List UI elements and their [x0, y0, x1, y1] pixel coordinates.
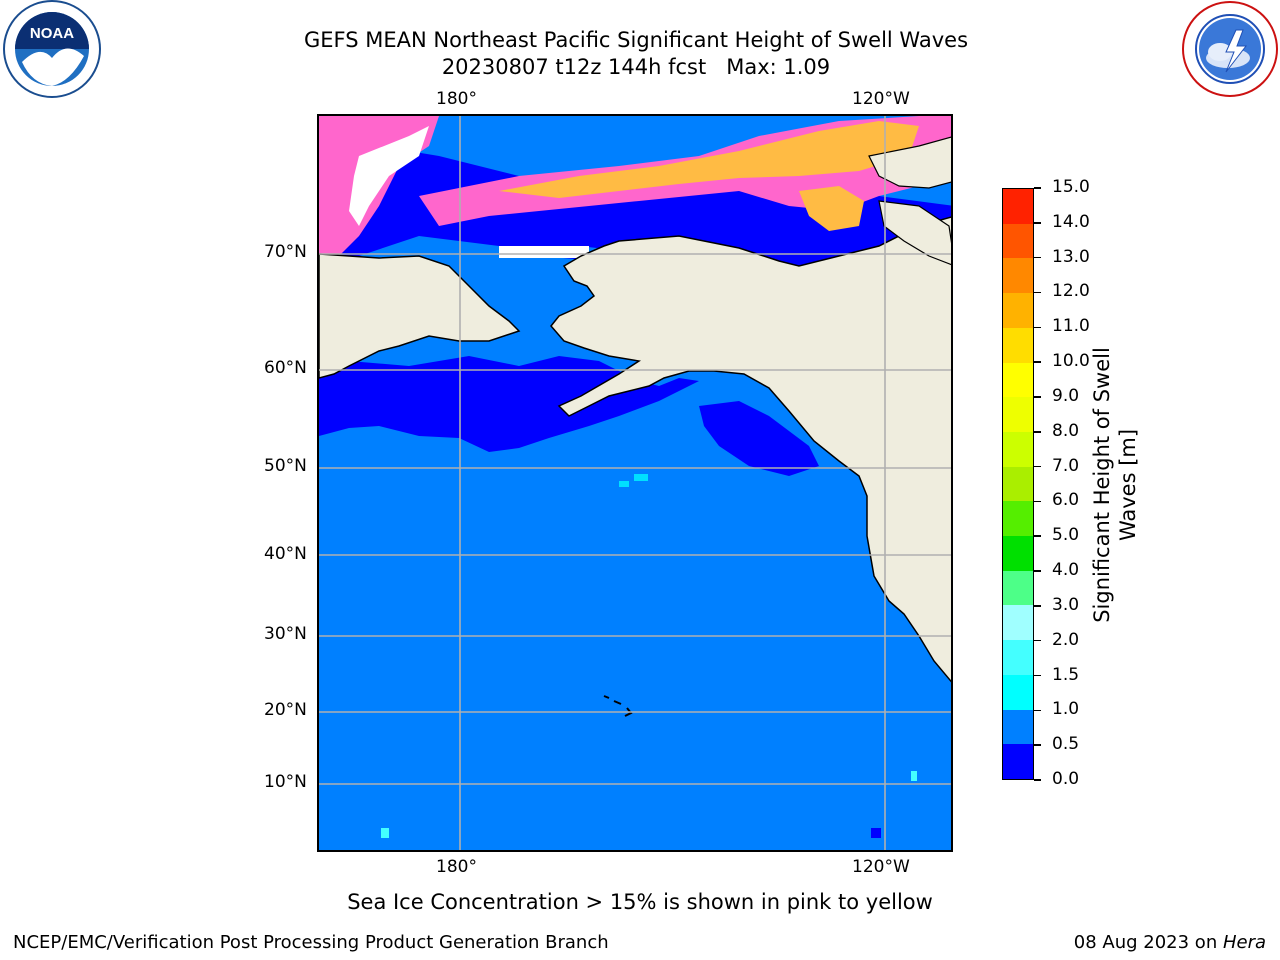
colorbar-tick-label: 9.0 [1052, 385, 1080, 406]
lat-label-50n: 50°N [264, 456, 307, 476]
colorbar-tick-label: 0.5 [1052, 734, 1080, 755]
footer-right: 08 Aug 2023 on Hera [1074, 932, 1266, 953]
land-arctic-islands [868, 136, 951, 189]
lon-label-bottom-180: 180° [436, 857, 477, 877]
arctic-calm-zone-upper [319, 256, 951, 286]
colorbar-tick-label: 0.0 [1052, 769, 1080, 789]
colorbar-tick-mark [1034, 256, 1041, 259]
colorbar-tick-label: 1.0 [1052, 699, 1080, 720]
colorbar-tick-label: 1.5 [1052, 664, 1080, 685]
colorbar-tick-label: 8.0 [1052, 420, 1080, 441]
land-north-america [550, 216, 951, 683]
lat-label-30n: 30°N [264, 624, 307, 644]
colorbar-tick-label: 5.0 [1052, 525, 1080, 546]
footer-date: 08 Aug 2023 on [1073, 932, 1223, 953]
colorbar-segment [1003, 744, 1033, 779]
colorbar-tick-mark [1034, 187, 1041, 189]
lon-label-bottom-120w: 120°W [852, 857, 910, 877]
colorbar-tick-label: 4.0 [1052, 560, 1080, 581]
colorbar-segment [1003, 570, 1033, 606]
colorbar-tick-label: 13.0 [1052, 246, 1090, 267]
lat-label-20n: 20°N [264, 700, 307, 720]
hawaii-islands [603, 695, 633, 717]
no-data-west [349, 126, 429, 226]
colorbar-tick-label: 15.0 [1052, 177, 1090, 197]
land-banks-island [878, 200, 951, 266]
colorbar-segment [1003, 223, 1033, 259]
colorbar-segment [1003, 501, 1033, 537]
colorbar-segment [1003, 674, 1033, 710]
colorbar-segment [1003, 397, 1033, 432]
colorbar-title: Significant Height of Swell Waves [m] [1089, 347, 1141, 623]
lon-label-top-180: 180° [436, 89, 477, 109]
land-chukotka [319, 253, 521, 379]
colorbar-tick-label: 12.0 [1052, 281, 1090, 302]
colorbar-tick-mark [1034, 570, 1041, 572]
colorbar-tick-label: 11.0 [1052, 316, 1090, 337]
colorbar-tick-mark [1034, 291, 1041, 294]
colorbar-title-line1: Significant Height of Swell [1090, 347, 1114, 623]
colorbar-title-line2: Waves [m] [1116, 428, 1140, 542]
colorbar-segment [1003, 293, 1033, 328]
lat-label-70n: 70°N [264, 242, 307, 262]
sea-ice-caption: Sea Ice Concentration > 15% is shown in … [347, 890, 933, 914]
colorbar-tick-mark [1034, 222, 1041, 224]
colorbar-tick-mark [1034, 431, 1041, 433]
lat-label-60n: 60°N [264, 358, 307, 378]
sea-ice-central-orange [499, 121, 919, 198]
colorbar-segment [1003, 466, 1033, 502]
sea-ice-beaufort-orange [799, 186, 864, 231]
footer-host: Hera [1222, 932, 1266, 953]
colorbar-segment [1003, 709, 1033, 745]
colorbar-segment [1003, 189, 1033, 224]
map-panel [317, 114, 953, 852]
colorbar-tick-label: 10.0 [1052, 351, 1090, 372]
colorbar-tick-mark [1034, 535, 1041, 537]
bering-sea-calm-zone [319, 356, 699, 452]
colorbar-segment [1003, 536, 1033, 571]
gulf-of-alaska-calm-zone [699, 401, 819, 476]
colorbar-tick-label: 2.0 [1052, 629, 1080, 650]
nws-logo [1180, 0, 1280, 100]
noaa-logo-text: NOAA [30, 25, 74, 42]
map-canvas [319, 116, 951, 850]
colorbar-tick-mark [1034, 326, 1041, 329]
colorbar-segment [1003, 640, 1033, 675]
colorbar-tick-mark [1034, 744, 1041, 746]
colorbar-tick-mark [1034, 465, 1041, 468]
colorbar-tick-mark [1034, 396, 1041, 398]
colorbar-tick-mark [1034, 500, 1041, 503]
noaa-logo: NOAA [0, 0, 104, 100]
lat-label-10n: 10°N [264, 772, 307, 792]
colorbar-tick-mark [1034, 779, 1041, 781]
colorbar-tick-label: 14.0 [1052, 211, 1090, 232]
colorbar-tick-label: 3.0 [1052, 594, 1080, 615]
colorbar-tick-mark [1034, 709, 1041, 712]
plot-title-line1: GEFS MEAN Northeast Pacific Significant … [303, 28, 969, 52]
colorbar-segment [1003, 362, 1033, 398]
colorbar-tick-mark [1034, 361, 1041, 363]
colorbar-segment [1003, 431, 1033, 467]
colorbar [1002, 188, 1034, 780]
footer-left: NCEP/EMC/Verification Post Processing Pr… [13, 932, 609, 953]
lat-label-40n: 40°N [264, 544, 307, 564]
graticule [319, 116, 951, 850]
lon-label-top-120w: 120°W [852, 89, 910, 109]
colorbar-segment [1003, 327, 1033, 363]
colorbar-segment [1003, 605, 1033, 641]
colorbar-tick-label: 6.0 [1052, 490, 1080, 511]
no-data-strip [499, 246, 589, 258]
plot-title-line2: 20230807 t12z 144h fcst Max: 1.09 [441, 55, 831, 79]
colorbar-segment [1003, 258, 1033, 294]
colorbar-tick-mark [1034, 639, 1041, 642]
colorbar-tick-mark [1034, 605, 1041, 607]
colorbar-tick-mark [1034, 674, 1041, 677]
colorbar-tick-label: 7.0 [1052, 455, 1080, 476]
